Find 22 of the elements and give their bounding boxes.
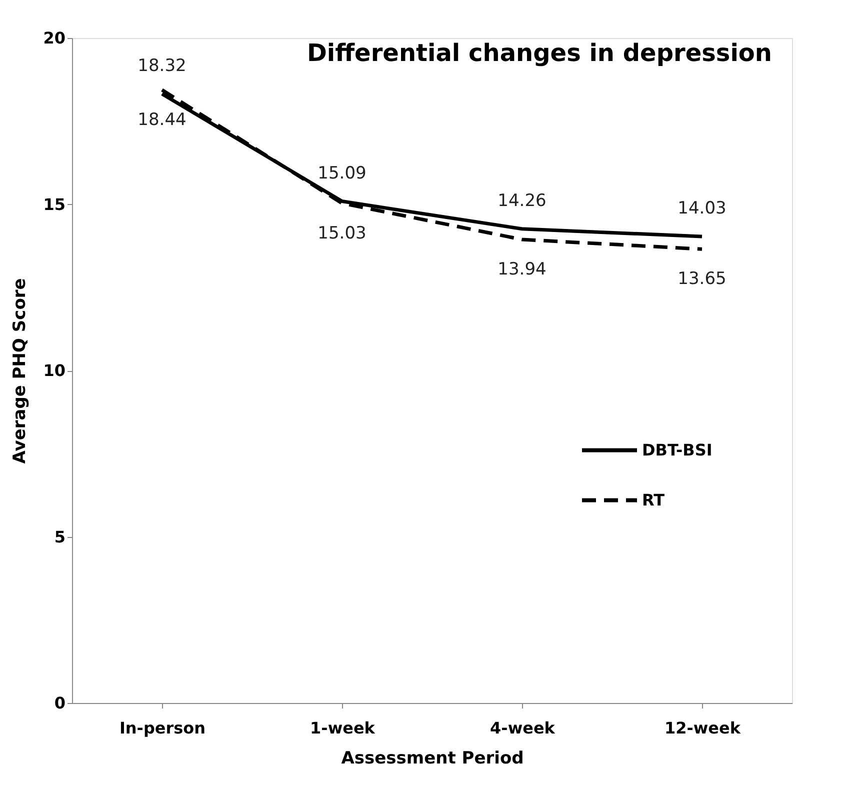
x-tick-label: 12-week — [664, 718, 741, 738]
data-label: 18.32 — [138, 56, 186, 76]
y-tick-label: 20 — [43, 28, 66, 48]
x-tick-label: In-person — [119, 718, 206, 738]
legend-label: DBT-BSI — [642, 440, 712, 460]
chart-title: Differential changes in depression — [306, 39, 772, 67]
data-label: 15.09 — [318, 163, 366, 184]
data-label: 18.44 — [138, 110, 186, 130]
x-tick-label: 4-week — [490, 718, 556, 738]
y-tick-label: 15 — [43, 194, 66, 214]
y-tick-label: 5 — [54, 527, 66, 546]
x-tick-label: 1-week — [310, 718, 376, 738]
y-axis-title: Average PHQ Score — [10, 278, 30, 464]
data-label: 15.03 — [318, 223, 366, 244]
data-label: 13.65 — [678, 269, 726, 290]
y-tick-label: 10 — [43, 361, 66, 380]
data-label: 14.26 — [498, 190, 546, 211]
data-label: 13.94 — [498, 259, 546, 280]
y-tick-label: 0 — [54, 694, 66, 712]
legend-label: RT — [642, 490, 665, 510]
data-label: 14.03 — [678, 198, 726, 219]
x-axis-title: Assessment Period — [341, 748, 524, 768]
